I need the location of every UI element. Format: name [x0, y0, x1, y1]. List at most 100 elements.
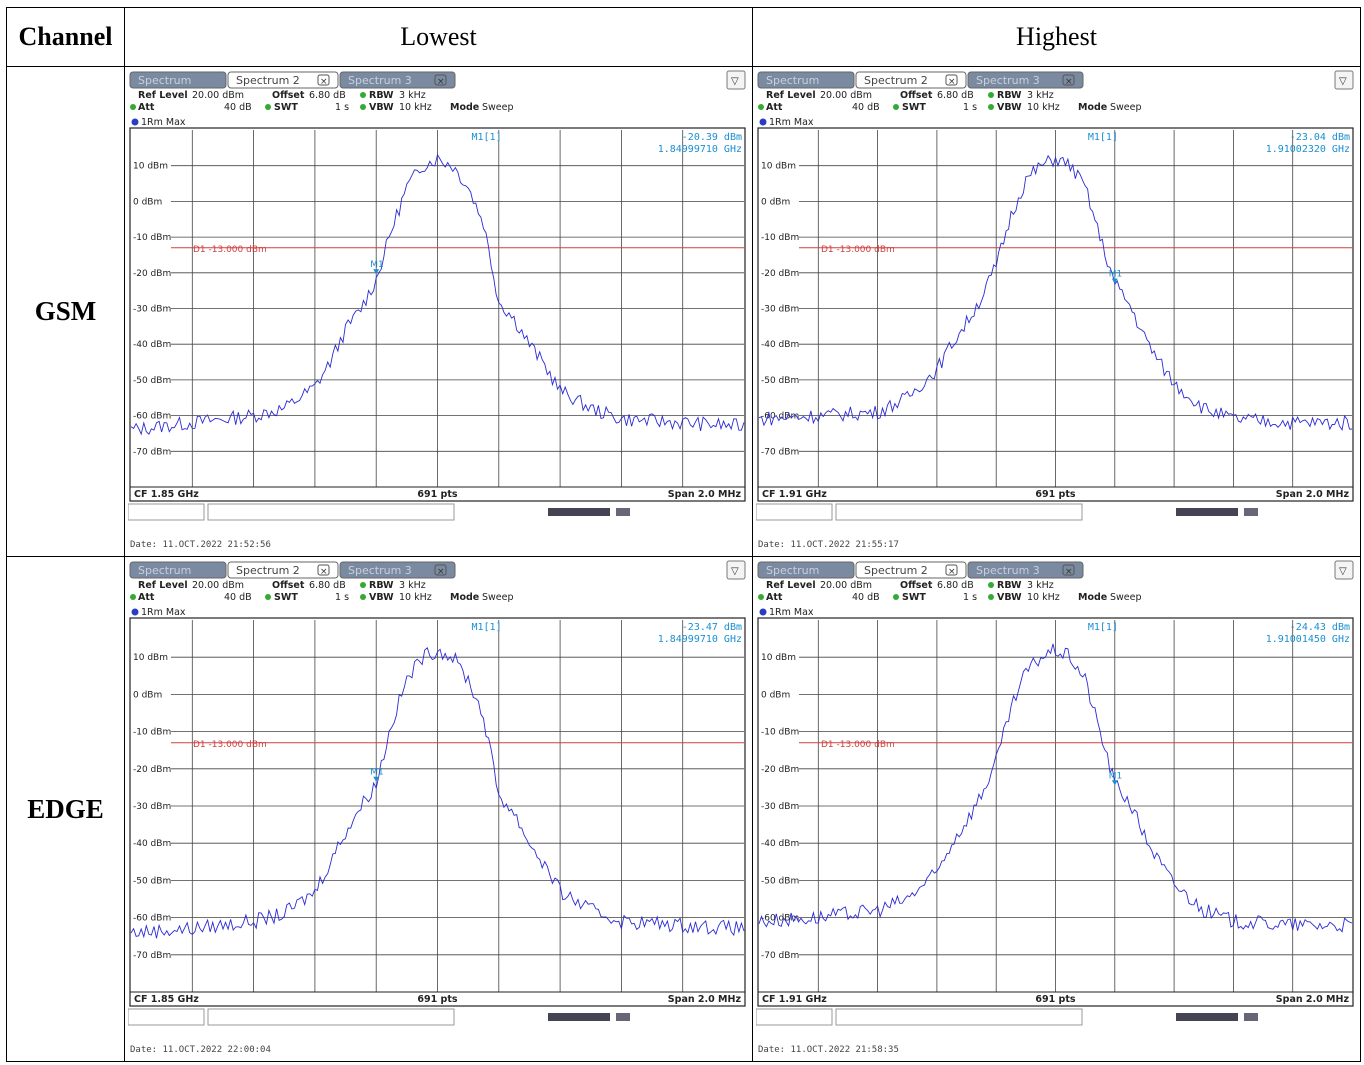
y-tick-label: -50 dBm: [133, 376, 171, 386]
menu-icon: [1334, 560, 1354, 580]
y-tick-label: -40 dBm: [133, 839, 171, 849]
analyzer-screenshot: Spectrum Spectrum 2 × Spectrum 3 × ▽ Ref Level…: [128, 560, 749, 1058]
marker-triangle: [1111, 780, 1118, 786]
timestamp: Date: 11.OCT.2022 21:55:17: [758, 540, 899, 550]
status-box: [128, 1008, 205, 1026]
status-box: [756, 1008, 833, 1026]
tab-spectrum-2: Spectrum 2 ×: [855, 71, 967, 89]
tab-spectrum: Spectrum: [757, 71, 855, 89]
tab-bg: [757, 71, 855, 89]
close-icon: [434, 564, 447, 576]
trace-dot: [131, 608, 139, 616]
status-dot: [988, 594, 994, 600]
header-highest: Highest: [752, 7, 1361, 67]
tab-bg: [339, 71, 456, 89]
analyzer-screenshot: Spectrum Spectrum 2 × Spectrum 3 × ▽ Ref Level…: [756, 70, 1357, 553]
tab-bg: [855, 71, 967, 89]
y-tick-label: -30 dBm: [133, 802, 171, 812]
cell-gsm-lowest: Spectrum Spectrum 2 × Spectrum 3 × ▽ Ref Level…: [124, 66, 753, 557]
trace-line: [758, 154, 1353, 431]
rbw-label: RBW: [369, 580, 394, 591]
trace-dot: [131, 118, 139, 126]
tab-spectrum-3: Spectrum 3 ×: [339, 561, 456, 579]
y-tick-label: -30 dBm: [761, 305, 799, 315]
status-box: [835, 503, 1083, 521]
y-tick-label: -60 dBm: [761, 412, 799, 422]
y-tick-label: -30 dBm: [761, 802, 799, 812]
y-tick-label: -20 dBm: [761, 765, 799, 775]
rbw-label: RBW: [369, 90, 394, 101]
cell-edge-highest: Spectrum Spectrum 2 × Spectrum 3 × ▽ Ref Level…: [752, 556, 1361, 1062]
tab-spectrum-3: Spectrum 3 ×: [967, 561, 1084, 579]
ref-level-value: 20.00 dBm: [820, 580, 872, 591]
mode-label: Mode: [1078, 102, 1107, 113]
ref-level-value: 20.00 dBm: [820, 90, 872, 101]
rbw-label: RBW: [997, 580, 1022, 591]
marker-level: -23.04 dBm: [1290, 132, 1350, 143]
y-tick-label: -70 dBm: [761, 447, 799, 457]
marker-level: -24.43 dBm: [1290, 622, 1350, 633]
y-tick-label: -60 dBm: [133, 914, 171, 924]
close-icon: [1062, 564, 1075, 576]
y-tick-label: -40 dBm: [761, 340, 799, 350]
close-icon-glyph: ×: [320, 77, 328, 87]
tab-bg: [967, 71, 1084, 89]
span-value: Span 2.0 MHz: [1276, 489, 1350, 500]
points-count: 691 pts: [1035, 994, 1075, 1005]
close-icon: [945, 564, 958, 576]
tab-bg: [339, 561, 456, 579]
marker-level: -20.39 dBm: [682, 132, 742, 143]
close-icon-glyph: ×: [948, 567, 956, 577]
marker-frequency: 1.84999710 GHz: [658, 144, 742, 155]
y-tick-label: -50 dBm: [761, 876, 799, 886]
points-count: 691 pts: [1035, 489, 1075, 500]
vbw-value: 10 kHz: [1027, 102, 1060, 113]
row-label-gsm: GSM: [6, 66, 125, 557]
tab-label: Spectrum 3: [976, 74, 1040, 87]
rbw-value: 3 kHz: [1027, 90, 1054, 101]
marker-readout-label: M1[1]: [471, 622, 501, 633]
status-dot: [130, 594, 136, 600]
mode-label: Mode: [450, 102, 479, 113]
tab-spectrum: Spectrum: [757, 561, 855, 579]
y-tick-label: -50 dBm: [133, 876, 171, 886]
rbw-label: RBW: [997, 90, 1022, 101]
close-icon: [1062, 74, 1075, 86]
menu-icon-glyph: ▽: [731, 566, 739, 577]
y-tick-label: 10 dBm: [133, 162, 168, 172]
y-tick-label: -70 dBm: [761, 951, 799, 961]
marker-frequency: 1.91002320 GHz: [1266, 144, 1350, 155]
marker-level: -23.47 dBm: [682, 622, 742, 633]
points-count: 691 pts: [417, 489, 457, 500]
y-tick-label: -10 dBm: [133, 233, 171, 243]
status-box: [128, 503, 205, 521]
analyzer-screenshot: Spectrum Spectrum 2 × Spectrum 3 × ▽ Ref Level…: [128, 70, 749, 553]
cell-edge-lowest: Spectrum Spectrum 2 × Spectrum 3 × ▽ Ref Level…: [124, 556, 753, 1062]
close-icon-glyph: ×: [320, 567, 328, 577]
att-label: Att: [138, 102, 155, 113]
trace-label: 1Rm Max: [769, 607, 814, 618]
menu-icon-glyph: ▽: [1339, 76, 1347, 87]
att-label: Att: [766, 102, 783, 113]
y-tick-label: 0 dBm: [761, 690, 790, 700]
y-tick-label: 10 dBm: [761, 653, 796, 663]
y-tick-label: -10 dBm: [761, 728, 799, 738]
menu-icon-glyph: ▽: [731, 76, 739, 87]
close-icon: [317, 564, 330, 576]
y-tick-label: -40 dBm: [761, 839, 799, 849]
status-dot: [360, 582, 366, 588]
marker-frequency: 1.84999710 GHz: [658, 634, 742, 645]
trace-line: [130, 647, 745, 939]
menu-icon: [726, 70, 746, 90]
status-dot: [360, 594, 366, 600]
y-tick-label: -70 dBm: [133, 951, 171, 961]
header-channel: Channel: [6, 7, 125, 67]
vbw-label: VBW: [369, 592, 394, 603]
tab-spectrum: Spectrum: [129, 71, 227, 89]
vbw-label: VBW: [997, 102, 1022, 113]
marker-label: M1: [1109, 771, 1123, 781]
tab-label: Spectrum 2: [864, 564, 928, 577]
marker-readout-label: M1[1]: [1088, 132, 1118, 143]
status-dot: [988, 92, 994, 98]
spectrum-svg: Spectrum Spectrum 2 × Spectrum 3 × ▽ Ref Level…: [128, 70, 746, 550]
